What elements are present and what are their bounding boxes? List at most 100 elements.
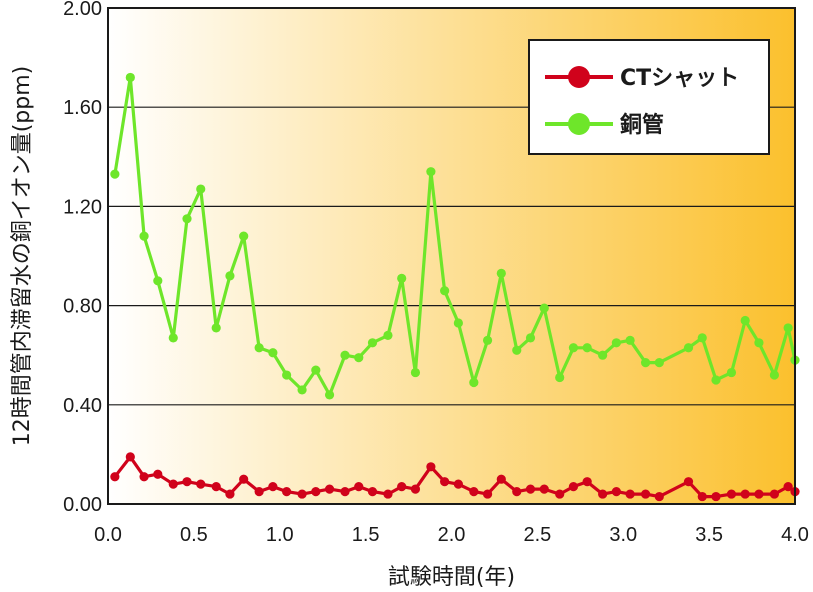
data-point	[225, 489, 235, 499]
data-point	[125, 452, 135, 462]
data-point	[182, 214, 192, 224]
legend-marker	[568, 66, 590, 88]
data-point	[254, 487, 264, 497]
data-point	[512, 345, 522, 355]
x-tick-labels: 0.0 0.5 1.0 1.5 2.0 2.5 3.0 3.5 4.0	[94, 524, 809, 546]
data-point	[311, 487, 321, 497]
series-group	[110, 72, 800, 502]
data-point	[697, 333, 707, 343]
data-point	[453, 479, 463, 489]
data-point	[196, 184, 206, 194]
x-tick-label: 3.5	[695, 524, 723, 546]
data-point	[469, 487, 479, 497]
y-tick-label: 0.00	[63, 494, 102, 516]
data-point	[153, 276, 163, 286]
data-point	[783, 323, 793, 333]
data-point	[482, 489, 493, 499]
data-point	[654, 358, 664, 368]
data-point	[640, 358, 651, 368]
data-point	[525, 484, 536, 494]
data-point	[383, 489, 393, 499]
data-point	[239, 474, 249, 484]
x-tick-label: 4.0	[781, 524, 809, 546]
data-point	[582, 477, 592, 487]
legend-box	[528, 39, 770, 155]
plot-frame	[107, 7, 796, 505]
data-point	[711, 375, 721, 385]
x-tick-label: 1.0	[266, 524, 294, 546]
data-point	[440, 286, 450, 296]
data-point	[354, 482, 364, 492]
data-point	[654, 491, 664, 502]
data-point	[525, 333, 536, 343]
y-tick-label: 0.80	[63, 296, 102, 318]
data-point	[410, 484, 421, 494]
data-point	[539, 484, 549, 494]
data-point	[340, 350, 350, 360]
data-point	[625, 489, 635, 499]
x-tick-label: 2.0	[438, 524, 466, 546]
data-point	[282, 370, 292, 380]
data-point	[354, 353, 364, 363]
data-point	[482, 335, 493, 345]
data-point	[168, 479, 178, 489]
data-point	[555, 372, 565, 383]
data-point	[139, 231, 149, 241]
x-axis-label: 試験時間(年)	[388, 565, 515, 590]
data-point	[139, 472, 149, 482]
legend-marker	[568, 113, 590, 135]
data-point	[367, 338, 378, 348]
y-tick-label: 1.60	[63, 97, 102, 119]
data-point	[539, 303, 549, 313]
data-point	[110, 472, 120, 482]
series-ct-shut	[110, 452, 800, 502]
x-tick-label: 3.0	[609, 524, 637, 546]
data-point	[453, 318, 463, 328]
data-point	[426, 462, 436, 472]
data-point	[711, 491, 721, 502]
data-point	[225, 271, 235, 281]
x-tick-label: 1.5	[352, 524, 380, 546]
data-point	[769, 370, 779, 380]
data-point	[754, 489, 764, 499]
data-point	[783, 482, 793, 492]
data-point	[397, 482, 407, 492]
data-point	[324, 390, 335, 400]
data-point	[726, 367, 737, 378]
data-point	[640, 489, 651, 499]
data-point	[311, 365, 321, 375]
data-point	[125, 72, 135, 83]
data-point	[297, 385, 307, 395]
data-point	[196, 479, 206, 489]
data-point	[582, 343, 592, 353]
series-copper-pipe	[110, 72, 800, 400]
data-point	[239, 231, 249, 241]
data-point	[726, 489, 737, 499]
data-point	[754, 338, 764, 348]
data-point	[611, 338, 621, 348]
data-point	[683, 477, 694, 487]
data-point	[282, 487, 292, 497]
data-point	[324, 484, 335, 494]
data-point	[367, 487, 378, 497]
data-point	[769, 489, 779, 499]
data-point	[555, 489, 565, 499]
data-point	[211, 482, 221, 492]
data-point	[410, 367, 421, 378]
data-point	[625, 335, 635, 345]
x-tick-label: 2.5	[523, 524, 551, 546]
data-point	[153, 469, 163, 479]
data-point	[683, 343, 694, 353]
y-tick-label: 2.00	[63, 0, 102, 20]
data-point	[598, 350, 608, 360]
data-point	[598, 489, 608, 499]
x-tick-label: 0.5	[180, 524, 208, 546]
data-point	[110, 169, 120, 179]
data-point	[383, 330, 393, 340]
data-point	[611, 487, 621, 497]
y-tick-labels: 0.00 0.40 0.80 1.20 1.60 2.00	[63, 0, 102, 516]
data-point	[268, 348, 278, 358]
data-point	[697, 491, 707, 502]
